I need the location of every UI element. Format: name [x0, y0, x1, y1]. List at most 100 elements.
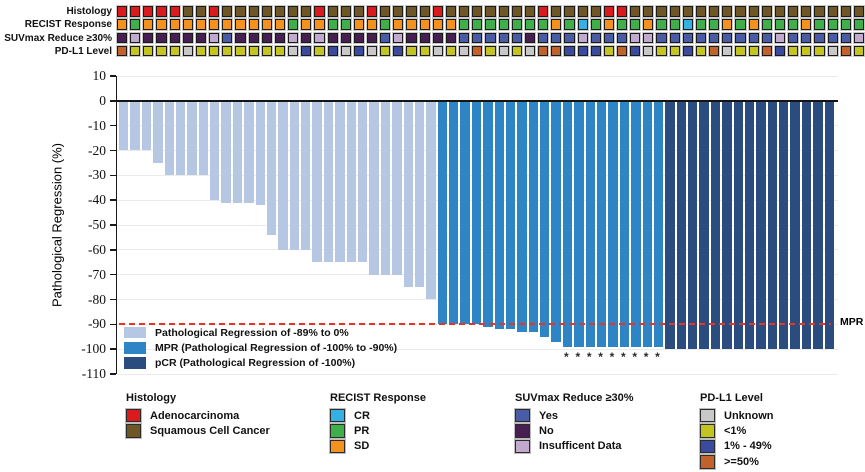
track-cell: [511, 6, 522, 17]
track-cell: [353, 45, 364, 57]
asterisk-marker: *: [632, 350, 637, 364]
plot-area: * * * * * * * * *: [117, 75, 838, 375]
asterisk-marker: *: [643, 350, 649, 364]
track-cell: [853, 32, 864, 44]
track-cell: [538, 6, 549, 17]
bar: [232, 100, 243, 203]
pcr-swatch: [124, 357, 146, 369]
y-tick-mark: [109, 174, 116, 177]
asterisk-marker: *: [586, 350, 592, 364]
track-cell: [748, 45, 759, 57]
track-cell: [761, 6, 772, 17]
track-cell: [735, 45, 746, 57]
zero-baseline: [117, 99, 838, 103]
legend-item: No: [515, 423, 634, 438]
track-cell: [788, 32, 799, 44]
track-cell: [669, 6, 680, 17]
legend-group: SUVmax Reduce ≥30% Yes No Insufficent Data: [515, 392, 634, 454]
track-cell: [617, 6, 628, 17]
track-cell: [182, 19, 193, 30]
track-cell: [380, 32, 391, 44]
track-cell: [367, 45, 378, 57]
track-cell: [472, 32, 483, 44]
bar: [164, 100, 174, 176]
track-cell: [261, 19, 272, 30]
legend-item: <1%: [700, 423, 774, 438]
track-cell: [590, 6, 601, 17]
bar: [175, 100, 186, 176]
track-cell: [722, 19, 733, 30]
track-cell: [511, 19, 522, 30]
track-cell: [643, 6, 654, 17]
track-cell: [209, 32, 220, 44]
track-cell: [235, 45, 246, 57]
track-cell: [485, 45, 496, 57]
bar: [824, 100, 834, 350]
legend-item-label: Squamous Cell Cancer: [150, 425, 270, 438]
track-cells: [117, 6, 864, 17]
track-cell: [814, 6, 825, 17]
track-cell: [498, 19, 509, 30]
track-cell: [735, 6, 746, 17]
track-cell: [340, 32, 351, 44]
y-tick-label: -30: [88, 167, 106, 183]
track-cell: [695, 45, 707, 57]
y-tick-label: -60: [88, 241, 106, 257]
track-cell: [117, 19, 128, 30]
asterisk-marker: *: [655, 350, 660, 364]
gridline: [117, 348, 838, 350]
y-tick-mark: [109, 348, 116, 350]
track-cell: [169, 19, 180, 30]
legend-item: >=50%: [700, 454, 774, 469]
bar: [801, 100, 812, 350]
track-cell: [367, 19, 378, 30]
track-cell: [695, 32, 707, 44]
track-cell: [669, 19, 680, 30]
track-cell: [682, 6, 693, 17]
track-cell: [117, 6, 128, 17]
bar: [380, 100, 391, 275]
y-tick-mark: [109, 149, 116, 152]
track-cell: [353, 32, 364, 44]
track-cell: [511, 32, 522, 44]
bar-legend-label: pCR (Pathological Regression of -100%): [155, 357, 356, 370]
legend-item-label: Yes: [539, 409, 558, 422]
track-cell: [722, 32, 733, 44]
bar: [585, 100, 595, 347]
track-cell: [432, 32, 443, 44]
track-cell: [274, 45, 286, 57]
bar: [619, 100, 630, 347]
y-tick-mark: [109, 124, 116, 127]
track-cell: [130, 19, 141, 30]
track-cell: [288, 6, 299, 17]
track-cell: [814, 32, 825, 44]
bar-color-legend: Pathological Regression of -89% to 0% MPR…: [124, 325, 397, 371]
bar: [653, 100, 664, 347]
legend-group: Histology Adenocarcinoma Squamous Cell Can…: [126, 392, 270, 439]
track-cell: [327, 45, 338, 57]
track-cells: [117, 45, 864, 57]
legend-swatch: [700, 439, 715, 454]
track-cell: [630, 45, 641, 57]
bar: [756, 100, 766, 350]
track-cell: [406, 32, 417, 44]
y-tick-label: -70: [88, 266, 106, 282]
bar-legend-row: pCR (Pathological Regression of -100%): [124, 356, 397, 371]
bar: [517, 100, 527, 332]
track-cell: [288, 32, 299, 44]
bar-legend-row: MPR (Pathological Regression of -100% to…: [124, 340, 397, 355]
track-cell: [327, 19, 338, 30]
track-cell: [327, 32, 338, 44]
track-cell: [774, 32, 786, 44]
legend-swatch: [700, 408, 715, 423]
asterisk-marker: *: [564, 350, 569, 364]
bar: [198, 100, 209, 176]
track-cell: [274, 32, 286, 44]
bar: [187, 100, 197, 176]
legend-item: SD: [330, 439, 426, 454]
mpr-threshold-line: [119, 323, 831, 326]
legend-swatch: [126, 424, 141, 438]
legend-item: Yes: [515, 408, 634, 423]
track-cell: [195, 19, 207, 30]
bar: [699, 100, 709, 350]
